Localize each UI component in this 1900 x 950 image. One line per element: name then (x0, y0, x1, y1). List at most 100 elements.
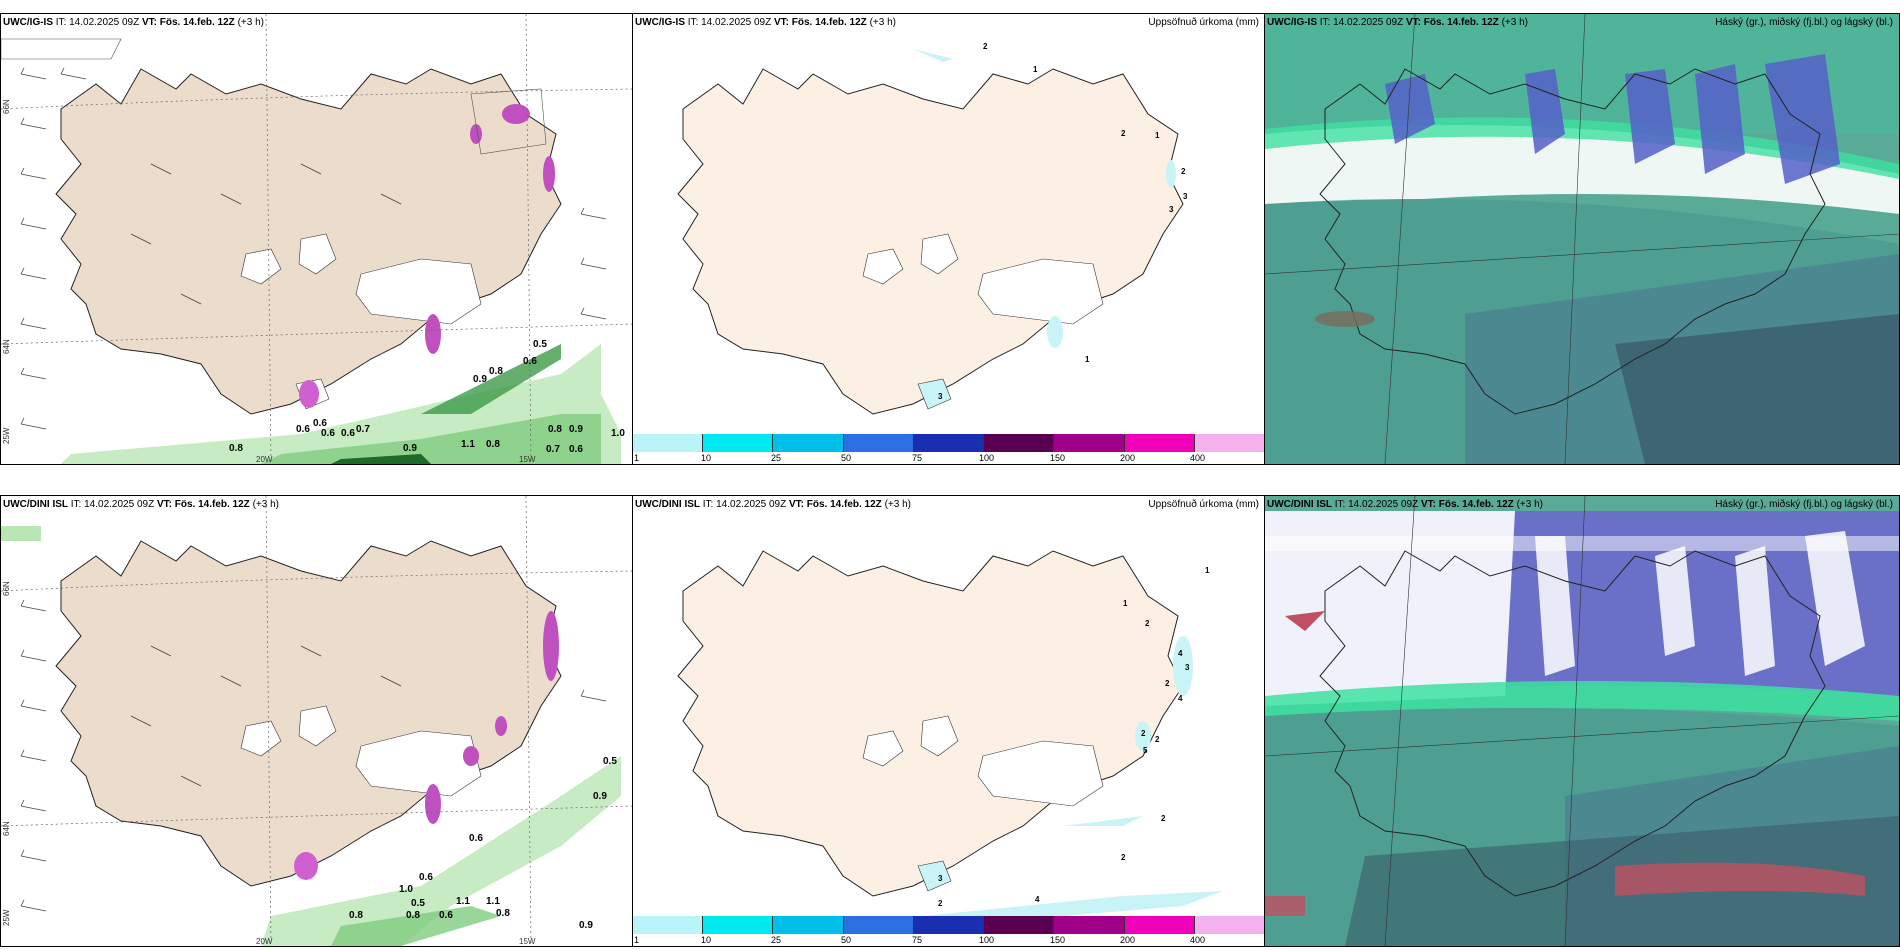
legend-tick: 75 (912, 453, 923, 463)
map-clouds-bottom (1265, 496, 1899, 946)
panel-title: Uppsöfnuð úrkoma (mm) (1148, 17, 1259, 28)
legend-swatch (773, 434, 844, 452)
valid-time: VT: Fös. 14.feb. 12Z (141, 17, 235, 28)
precip-legend (633, 916, 1265, 934)
lead-time: (+3 h) (1501, 17, 1528, 28)
model-name: UWC/IG-IS (3, 17, 53, 28)
value-label: 0.9 (593, 791, 607, 802)
init-time: IT: 14.02.2025 09Z (687, 17, 772, 28)
legend-tick: 75 (912, 935, 923, 945)
value-label: 0.6 (523, 356, 537, 367)
legend-tick: 200 (1120, 453, 1136, 463)
legend-tick: 10 (701, 935, 712, 945)
value-label: 0.7 (356, 424, 370, 435)
legend-tick: 150 (1050, 453, 1066, 463)
legend-tick: 25 (771, 453, 782, 463)
value-label: 0.7 (546, 444, 560, 455)
legend-swatch (843, 916, 914, 934)
value-label: 0.6 (439, 910, 453, 921)
init-time: IT: 14.02.2025 09Z (70, 499, 155, 510)
top-mid-value-labels: 2 1 2 1 2 3 3 1 3 (938, 42, 1188, 401)
bottom-left-value-labels: 0.5 0.9 0.6 0.6 1.0 0.5 0.8 0.8 0.6 1.1 … (349, 756, 617, 931)
legend-swatch (1194, 434, 1265, 452)
value-label: 3 (1169, 205, 1174, 214)
value-label: 0.8 (489, 366, 503, 377)
value-label: 0.9 (403, 443, 417, 454)
value-label: 1.0 (611, 428, 625, 439)
value-label: 2 (938, 899, 943, 908)
map-wind-precip-bottom: 66N 64N 25W 20W 15W 0.5 0.9 0.6 0.6 1.0 … (1, 496, 633, 946)
value-label: 1 (1205, 566, 1210, 575)
lat-66n-label: 66N (2, 581, 11, 596)
value-label: 0.6 (296, 424, 310, 435)
panel-top-left-wind: 66N 64N 25W 20W 15W 0.5 0.6 0.8 0.9 0.6 … (0, 13, 634, 465)
value-label: 0.8 (229, 443, 243, 454)
lat-64n-label: 64N (2, 821, 11, 836)
legend-swatch (1124, 916, 1195, 934)
value-label: 1.0 (399, 884, 413, 895)
value-label: 2 (1155, 735, 1160, 744)
legend-swatch (633, 916, 704, 934)
value-label: 2 (1141, 729, 1146, 738)
lead-time: (+3 h) (1516, 499, 1543, 510)
legend-swatch (773, 916, 844, 934)
panel-top-mid-precip: 2 1 2 1 2 3 3 1 3 UWC/IG-IS IT: 14.02.20… (632, 13, 1266, 465)
init-time: IT: 14.02.2025 09Z (702, 499, 787, 510)
panel-top-right-clouds: UWC/IG-IS IT: 14.02.2025 09Z VT: Fös. 14… (1264, 13, 1900, 465)
value-label: 2 (1161, 814, 1166, 823)
legend-swatch (984, 434, 1055, 452)
legend-tick: 1 (634, 453, 640, 463)
value-label: 1 (1033, 65, 1038, 74)
value-label: 1 (1123, 599, 1128, 608)
model-name: UWC/DINI ISL (635, 499, 700, 510)
value-label: 4 (1178, 694, 1183, 703)
legend-swatch (633, 434, 704, 452)
value-label: 3 (938, 392, 943, 401)
legend-tick: 400 (1190, 453, 1206, 463)
panel-header: UWC/IG-IS IT: 14.02.2025 09Z VT: Fös. 14… (3, 17, 264, 28)
valid-time: VT: Fös. 14.feb. 12Z (788, 499, 882, 510)
value-label: 2 (1121, 853, 1126, 862)
value-label: 0.8 (486, 439, 500, 450)
value-label: 4 (1035, 895, 1040, 904)
model-name: UWC/IG-IS (635, 17, 685, 28)
value-label: 0.6 (419, 872, 433, 883)
legend-swatch (1194, 916, 1265, 934)
map-clouds-top (1265, 14, 1899, 464)
value-label: 0.6 (313, 418, 327, 429)
legend-swatch (843, 434, 914, 452)
value-label: 1 (1155, 131, 1160, 140)
legend-ticks: 1 10 25 50 75 100 150 200 400 (633, 935, 1265, 945)
init-time: IT: 14.02.2025 09Z (55, 17, 140, 28)
legend-tick: 150 (1050, 935, 1066, 945)
legend-swatch (703, 916, 774, 934)
value-label: 3 (1185, 663, 1190, 672)
lon-15w-label: 15W (519, 455, 536, 464)
lon-25w-label: 25W (2, 427, 11, 444)
lead-time: (+3 h) (237, 17, 264, 28)
map-accumulated-precip-bottom: 1 1 2 4 3 2 4 2 5 2 2 2 4 2 3 (633, 496, 1265, 946)
value-label: 5 (1143, 746, 1148, 755)
legend-swatch (984, 916, 1055, 934)
legend-swatch (1054, 434, 1125, 452)
value-label: 2 (983, 42, 988, 51)
model-name: UWC/DINI ISL (3, 499, 68, 510)
value-label: 3 (1183, 192, 1188, 201)
lat-64n-label: 64N (2, 339, 11, 354)
value-label: 2 (1165, 679, 1170, 688)
valid-time: VT: Fös. 14.feb. 12Z (1405, 17, 1499, 28)
panel-bottom-right-clouds: UWC/DINI ISL IT: 14.02.2025 09Z VT: Fös.… (1264, 495, 1900, 947)
map-accumulated-precip-top: 2 1 2 1 2 3 3 1 3 (633, 14, 1265, 464)
legend-tick: 10 (701, 453, 712, 463)
value-label: 2 (1145, 619, 1150, 628)
value-label: 0.8 (496, 908, 510, 919)
panel-header: UWC/IG-IS IT: 14.02.2025 09Z VT: Fös. 14… (1267, 17, 1528, 28)
model-name: UWC/IG-IS (1267, 17, 1317, 28)
panel-title: Háský (gr.), miðský (fj.bl.) og lágský (… (1715, 499, 1893, 510)
legend-swatch (1054, 916, 1125, 934)
panel-header: UWC/DINI ISL IT: 14.02.2025 09Z VT: Fös.… (3, 499, 279, 510)
panel-header: UWC/DINI ISL IT: 14.02.2025 09Z VT: Fös.… (1267, 499, 1543, 510)
legend-tick: 1 (634, 935, 640, 945)
lon-20w-label: 20W (256, 455, 273, 464)
panel-title: Háský (gr.), miðský (fj.bl.) og lágský (… (1715, 17, 1893, 28)
